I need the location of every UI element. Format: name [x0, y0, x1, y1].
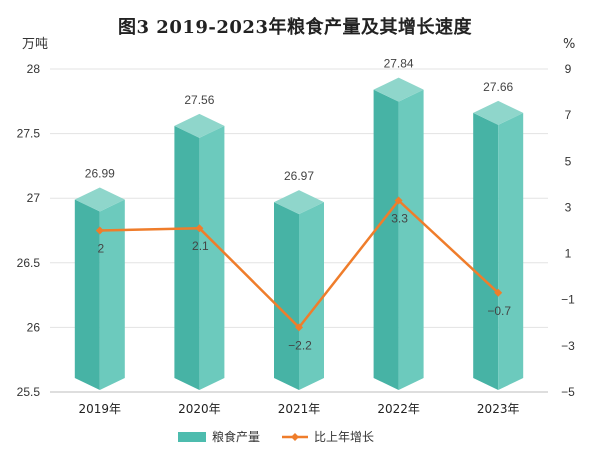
- bar-left-face: [174, 125, 200, 391]
- y-right-tick-label: 3: [565, 200, 572, 214]
- x-category-label: 2020年: [178, 402, 221, 416]
- growth-value-label: 3.3: [391, 212, 408, 226]
- y-right-tick-label: −1: [561, 293, 575, 307]
- legend-line-marker: [291, 433, 299, 441]
- y-left-tick-label: 27: [27, 191, 41, 205]
- bar-value-label: 26.99: [85, 166, 115, 180]
- y-left-tick-label: 26.5: [17, 256, 41, 270]
- bar-top: [174, 113, 225, 138]
- growth-point: [95, 226, 104, 235]
- y-left-tick-label: 27.5: [17, 127, 41, 141]
- bar-top: [74, 187, 125, 212]
- growth-value-label: 2.1: [192, 239, 209, 253]
- growth-value-label: −0.7: [487, 304, 511, 318]
- bar-right-face: [99, 199, 125, 390]
- bar-top: [274, 190, 324, 215]
- y-left-unit: 万吨: [22, 37, 48, 52]
- growth-point: [394, 196, 403, 205]
- chart-title: 图3 2019-2023年粮食产量及其增长速度: [118, 17, 472, 38]
- bar-left-face: [473, 112, 499, 390]
- x-category-label: 2019年: [79, 402, 122, 416]
- x-category-label: 2023年: [477, 402, 520, 416]
- y-right-tick-label: −3: [561, 339, 575, 353]
- bar-top: [373, 77, 424, 102]
- y-right-unit: %: [563, 37, 575, 52]
- y-left-tick-label: 26: [27, 320, 41, 334]
- growth-point: [494, 288, 503, 297]
- bar-value-label: 26.97: [284, 169, 314, 183]
- growth-value-label: 2: [97, 242, 104, 256]
- growth-point: [195, 224, 204, 233]
- y-right-tick-label: 9: [565, 62, 572, 76]
- y-right-tick-label: 5: [565, 154, 572, 168]
- bar-left-face: [373, 89, 399, 390]
- bar-right-face: [299, 202, 324, 390]
- bar-left-face: [74, 199, 100, 390]
- y-left-tick-label: 25.5: [17, 385, 41, 399]
- bar-value-label: 27.56: [184, 93, 214, 107]
- bar-value-label: 27.66: [483, 80, 513, 94]
- bar-right-face: [199, 125, 225, 391]
- legend-line-label: 比上年增长: [314, 430, 374, 444]
- y-left-tick-label: 28: [27, 62, 41, 76]
- y-right-tick-label: 1: [565, 247, 572, 261]
- y-right-tick-label: 7: [565, 108, 572, 122]
- legend-bar-swatch: [178, 432, 206, 442]
- bar-value-label: 27.84: [384, 57, 414, 71]
- y-right-tick-label: −5: [561, 385, 575, 399]
- x-category-label: 2022年: [377, 402, 420, 416]
- bar-top: [473, 100, 524, 125]
- bar-right-face: [398, 89, 424, 390]
- legend-bar-label: 粮食产量: [212, 429, 260, 444]
- growth-point: [295, 323, 303, 332]
- bar-left-face: [274, 202, 299, 390]
- x-category-label: 2021年: [278, 402, 321, 416]
- bar-right-face: [498, 112, 524, 390]
- growth-value-label: −2.2: [288, 338, 312, 352]
